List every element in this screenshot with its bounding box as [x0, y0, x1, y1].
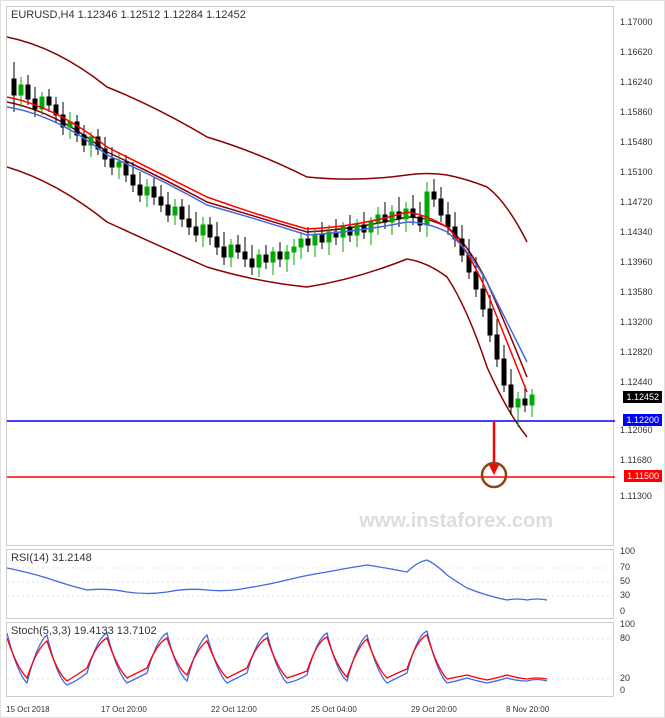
- x-tick-label: 15 Oct 2018: [6, 705, 50, 714]
- rsi-y-tick: 30: [620, 590, 630, 600]
- x-tick-label: 25 Oct 04:00: [311, 705, 357, 714]
- watermark: www.instaforex.com: [359, 510, 553, 533]
- rsi-panel[interactable]: RSI(14) 31.2148: [6, 549, 614, 619]
- y-axis-stoch: 100 80 20 0: [616, 622, 664, 697]
- x-tick-label: 22 Oct 12:00: [211, 705, 257, 714]
- y-tick-label: 1.12440: [620, 377, 653, 387]
- y-tick-label: 1.12820: [620, 347, 653, 357]
- y-tick-label: 1.16240: [620, 77, 653, 87]
- y-tick-label: 1.13960: [620, 257, 653, 267]
- y-tick-label: 1.15480: [620, 137, 653, 147]
- x-axis: 15 Oct 2018 17 Oct 20:00 22 Oct 12:00 25 Oc…: [6, 696, 614, 714]
- y-tick-label: 1.14340: [620, 227, 653, 237]
- y-tick-label: 1.17000: [620, 17, 653, 27]
- rsi-y-tick: 50: [620, 576, 630, 586]
- y-tick-label: 1.13580: [620, 287, 653, 297]
- rsi-y-tick: 100: [620, 546, 635, 556]
- y-tick-label: 1.15860: [620, 107, 653, 117]
- main-price-panel[interactable]: EURUSD,H4 1.12346 1.12512 1.12284 1.1245…: [6, 6, 614, 546]
- y-axis-rsi: 100 70 50 30 0: [616, 549, 664, 619]
- rsi-svg: [7, 550, 615, 620]
- main-chart-svg: [7, 7, 615, 547]
- current-price-tag: 1.12452: [623, 391, 662, 403]
- level-price-tag: 1.12200: [623, 414, 662, 426]
- level-price-tag: 1.11500: [624, 470, 662, 482]
- y-tick-label: 1.16620: [620, 47, 653, 57]
- y-axis-main: 1.17000 1.16620 1.16240 1.15860 1.15480 1.151…: [616, 6, 664, 546]
- y-tick-label: 1.14720: [620, 197, 653, 207]
- title-text: EURUSD,H4 1.12346 1.12512 1.12284 1.1245…: [11, 9, 246, 21]
- rsi-y-tick: 0: [620, 606, 625, 616]
- x-tick-label: 8 Nov 20:00: [506, 705, 549, 714]
- rsi-y-tick: 70: [620, 562, 630, 572]
- stoch-y-tick: 80: [620, 633, 630, 643]
- stoch-title: Stoch(5,3,3) 19.4133 13.7102: [11, 625, 157, 637]
- stoch-y-tick: 20: [620, 673, 630, 683]
- y-tick-label: 1.13200: [620, 317, 653, 327]
- stoch-panel[interactable]: Stoch(5,3,3) 19.4133 13.7102: [6, 622, 614, 697]
- y-tick-label: 1.11300: [620, 491, 652, 501]
- y-tick-label: 1.12060: [620, 425, 653, 435]
- rsi-title: RSI(14) 31.2148: [11, 552, 92, 564]
- stoch-y-tick: 100: [620, 619, 635, 629]
- chart-title: EURUSD,H4 1.12346 1.12512 1.12284 1.1245…: [11, 9, 246, 21]
- y-tick-label: 1.15100: [620, 167, 653, 177]
- stoch-y-tick: 0: [620, 685, 625, 695]
- chart-container: EURUSD,H4 1.12346 1.12512 1.12284 1.1245…: [0, 0, 665, 718]
- y-tick-label: 1.11680: [620, 455, 652, 465]
- x-tick-label: 29 Oct 20:00: [411, 705, 457, 714]
- x-tick-label: 17 Oct 20:00: [101, 705, 147, 714]
